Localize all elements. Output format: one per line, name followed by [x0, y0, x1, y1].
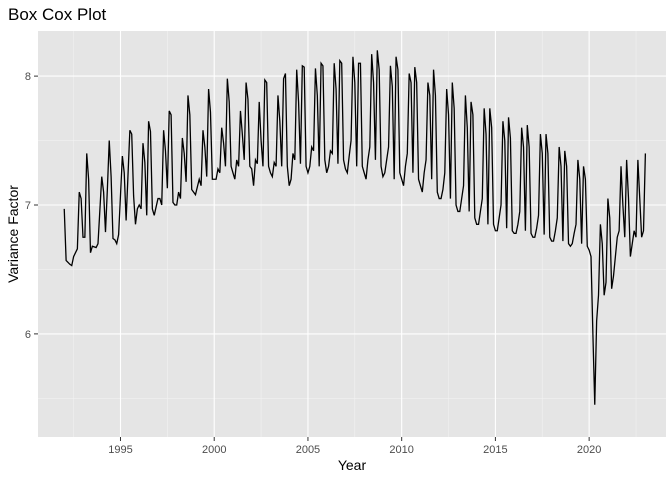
minor-gridlines — [38, 31, 666, 437]
x-tick-label: 2000 — [202, 444, 226, 456]
y-tick-label: 8 — [25, 71, 31, 83]
x-tick-label: 2015 — [483, 444, 507, 456]
y-axis-ticks: 6 7 8 — [25, 71, 38, 341]
chart-title: Box Cox Plot — [8, 5, 107, 24]
x-axis-title: Year — [338, 457, 367, 473]
x-tick-label: 2020 — [577, 444, 601, 456]
y-tick-label: 6 — [25, 329, 31, 341]
x-tick-label: 2010 — [389, 444, 413, 456]
y-tick-label: 7 — [25, 200, 31, 212]
x-tick-label: 2005 — [296, 444, 320, 456]
x-tick-label: 1995 — [108, 444, 132, 456]
y-axis-title: Variance Factor — [5, 185, 21, 283]
x-axis-ticks: 1995 2000 2005 2010 2015 2020 — [108, 437, 601, 456]
series-line — [63, 50, 647, 405]
